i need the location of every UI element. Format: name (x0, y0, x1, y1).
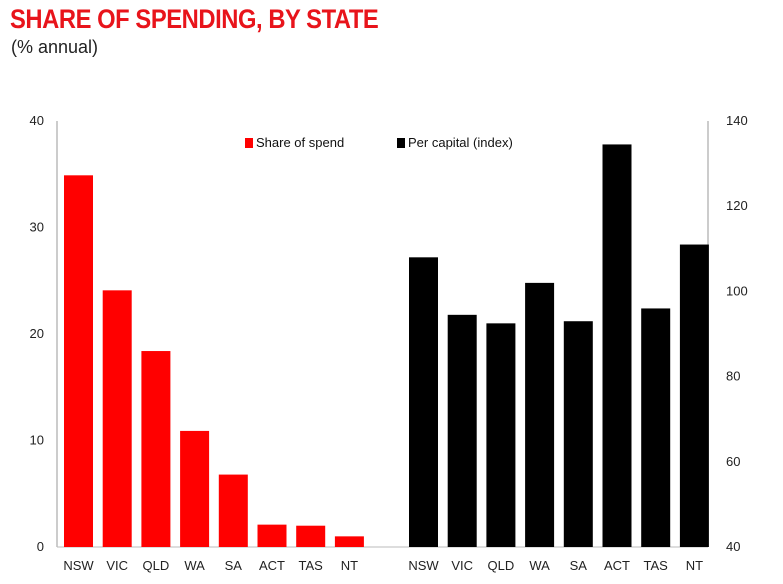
left-axis-tick-label: 10 (30, 433, 44, 448)
category-label: TAS (644, 558, 669, 573)
per-capita-bar-vic (447, 314, 477, 547)
category-label: ACT (604, 558, 630, 573)
share-bar-nt (334, 536, 364, 547)
category-label: NT (341, 558, 358, 573)
per-capita-bar-tas (641, 308, 671, 547)
category-label: NSW (63, 558, 94, 573)
category-label: QLD (143, 558, 170, 573)
per-capita-bar-nsw (409, 257, 438, 547)
category-label: VIC (106, 558, 128, 573)
per-capita-bar-nt (679, 244, 709, 548)
category-label: NSW (408, 558, 439, 573)
per-capita-bar-qld (486, 323, 516, 547)
share-bar-act (257, 524, 287, 547)
left-axis-tick-label: 0 (37, 539, 44, 554)
category-label: NT (686, 558, 703, 573)
chart-subtitle: (% annual) (11, 37, 99, 57)
category-label: ACT (259, 558, 285, 573)
category-label: TAS (299, 558, 324, 573)
share-bar-tas (296, 525, 326, 547)
category-label: SA (570, 558, 588, 573)
legend-label: Per capital (index) (408, 135, 513, 150)
right-axis-tick-label: 60 (726, 454, 740, 469)
share-bar-qld (141, 351, 171, 547)
legend-swatch (245, 138, 253, 148)
per-capita-bar-sa (563, 321, 593, 547)
left-axis-tick-label: 30 (30, 220, 44, 235)
share-bar-vic (102, 290, 132, 547)
right-axis-tick-label: 140 (726, 113, 748, 128)
category-label: WA (184, 558, 205, 573)
share-bar-wa (180, 430, 210, 547)
left-axis-tick-label: 40 (30, 113, 44, 128)
legend-swatch (397, 138, 405, 148)
category-label: WA (529, 558, 550, 573)
share-bar-nsw (64, 175, 93, 547)
right-axis-tick-label: 100 (726, 283, 748, 298)
share-bar-sa (218, 474, 248, 547)
right-axis-tick-label: 120 (726, 198, 748, 213)
chart-title: SHARE OF SPENDING, BY STATE (10, 4, 379, 34)
per-capita-bar-act (602, 144, 632, 547)
right-axis-tick-label: 80 (726, 369, 740, 384)
category-label: QLD (488, 558, 515, 573)
category-label: VIC (451, 558, 473, 573)
right-axis-tick-label: 40 (726, 539, 740, 554)
category-label: SA (225, 558, 243, 573)
left-axis-tick-label: 20 (30, 326, 44, 341)
per-capita-bar-wa (525, 282, 555, 547)
legend-label: Share of spend (256, 135, 344, 150)
